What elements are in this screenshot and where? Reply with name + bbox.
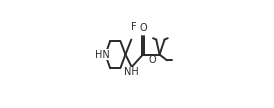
Text: O: O (148, 55, 156, 64)
Text: F: F (131, 22, 136, 32)
Text: HN: HN (95, 50, 109, 60)
Text: O: O (139, 23, 147, 33)
Text: NH: NH (124, 67, 139, 77)
